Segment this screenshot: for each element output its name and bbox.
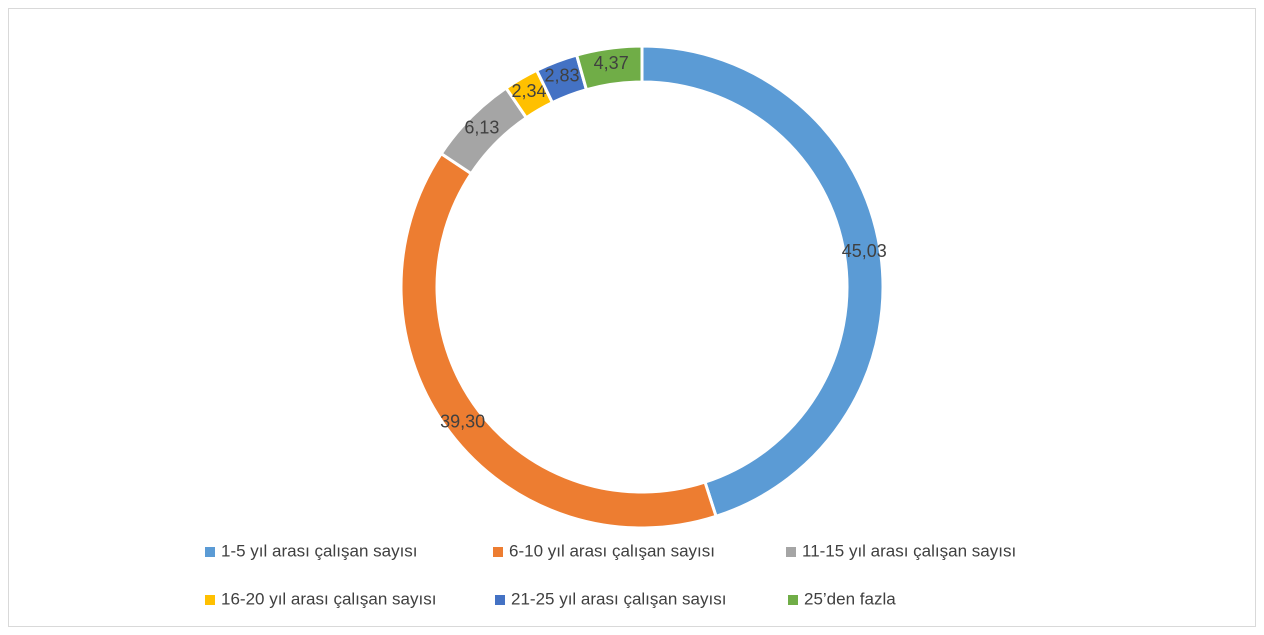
legend-label: 21-25 yıl arası çalışan sayısı <box>511 589 726 608</box>
legend-label: 16-20 yıl arası çalışan sayısı <box>221 589 436 608</box>
legend-label: 6-10 yıl arası çalışan sayısı <box>509 541 715 560</box>
legend-swatch <box>205 547 215 557</box>
data-label: 39,30 <box>440 412 485 432</box>
legend-swatch <box>493 547 503 557</box>
legend-label: 25’den fazla <box>804 589 896 608</box>
data-label: 2,83 <box>544 65 579 85</box>
data-label: 6,13 <box>464 118 499 138</box>
legend-swatch <box>786 547 796 557</box>
data-label: 4,37 <box>594 53 629 73</box>
chart-frame <box>8 8 1256 627</box>
data-label: 2,34 <box>512 81 547 101</box>
legend-label: 1-5 yıl arası çalışan sayısı <box>221 541 418 560</box>
legend-swatch <box>788 595 798 605</box>
legend-swatch <box>205 595 215 605</box>
donut-slice <box>574 44 644 92</box>
legend-label: 11-15 yıl arası çalışan sayısı <box>802 541 1016 560</box>
data-label: 45,03 <box>842 241 887 261</box>
legend-swatch <box>495 595 505 605</box>
